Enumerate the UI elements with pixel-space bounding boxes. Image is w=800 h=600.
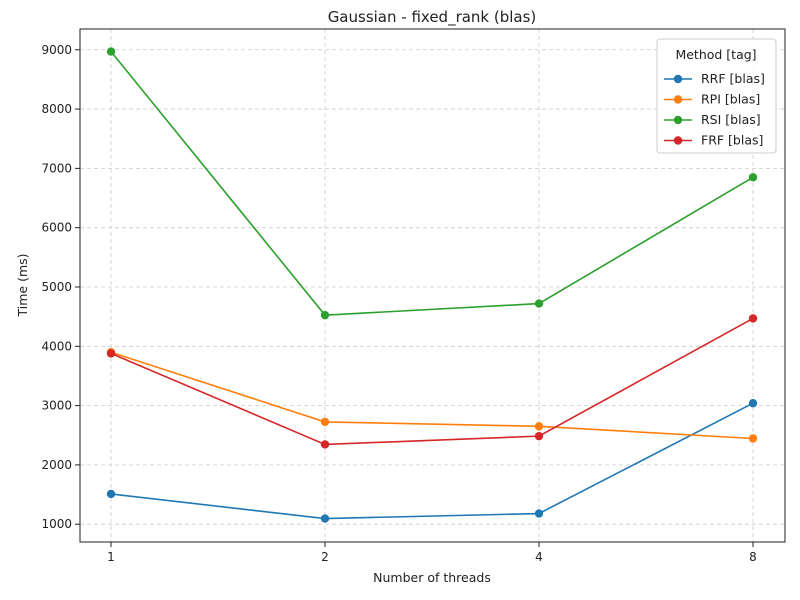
data-point <box>748 434 758 443</box>
legend-item: RSI [blas] <box>664 112 761 127</box>
plot-frame <box>79 28 786 543</box>
series-line <box>110 317 754 446</box>
data-point <box>106 489 116 499</box>
data-point <box>534 509 544 518</box>
y-tick-label: 9000 <box>41 43 72 57</box>
series-line <box>110 51 754 316</box>
legend-marker <box>673 95 683 104</box>
data-point <box>320 440 330 449</box>
legend-title: Method [tag] <box>675 47 756 62</box>
legend: Method [tag] RRF [blas] RPI [blas] RSI [bl… <box>656 38 777 154</box>
x-tick-label: 1 <box>107 550 115 564</box>
legend-marker <box>673 115 683 125</box>
y-tick-label: 8000 <box>41 102 72 116</box>
data-point <box>106 47 116 56</box>
y-tick-label: 2000 <box>41 458 72 472</box>
series-rrf <box>106 399 758 523</box>
data-point <box>320 417 330 427</box>
legend-items: RRF [blas] RPI [blas] RSI [blas] FRF [blas] <box>664 71 765 148</box>
series-layer <box>106 47 758 523</box>
data-point <box>320 514 330 523</box>
y-tick-label: 6000 <box>41 221 72 235</box>
x-tick-label: 8 <box>749 550 757 564</box>
data-point <box>534 299 544 308</box>
y-tick-label: 7000 <box>41 161 72 175</box>
x-axis: 1 2 4 8 <box>107 542 757 564</box>
y-tick-label: 5000 <box>41 280 72 294</box>
legend-label: RRF [blas] <box>701 71 765 86</box>
series-line <box>110 402 754 520</box>
data-point <box>534 431 544 441</box>
series-rsi <box>106 47 758 320</box>
data-point <box>534 422 544 431</box>
legend-item: RRF [blas] <box>664 71 765 86</box>
legend-label: RSI [blas] <box>701 112 761 127</box>
x-tick-label: 2 <box>321 550 329 564</box>
y-axis: 1000 2000 3000 4000 5000 6000 7000 8000 9000 <box>41 43 80 531</box>
legend-marker <box>673 136 683 145</box>
data-point <box>320 310 330 320</box>
data-point <box>748 173 758 182</box>
legend-box <box>656 38 777 154</box>
x-axis-label: Number of threads <box>373 570 491 585</box>
series-rpi <box>106 348 758 443</box>
y-axis-label: Time (ms) <box>15 253 30 317</box>
x-tick-label: 4 <box>535 550 543 564</box>
y-tick-label: 1000 <box>41 517 72 531</box>
data-point <box>106 349 116 358</box>
series-line <box>110 351 754 440</box>
chart-title: Gaussian - fixed_rank (blas) <box>328 8 537 27</box>
legend-marker <box>673 74 683 84</box>
legend-item: FRF [blas] <box>664 133 763 148</box>
y-tick-label: 4000 <box>41 339 72 353</box>
legend-label: RPI [blas] <box>701 92 760 107</box>
legend-item: RPI [blas] <box>664 92 760 107</box>
y-tick-label: 3000 <box>41 399 72 413</box>
series-frf <box>106 314 758 449</box>
data-point <box>748 314 758 323</box>
data-point <box>748 399 758 408</box>
legend-label: FRF [blas] <box>701 133 763 148</box>
